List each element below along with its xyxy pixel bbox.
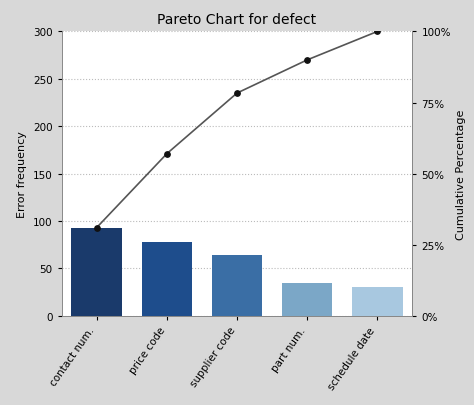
Y-axis label: Error frequency: Error frequency — [17, 131, 27, 217]
Y-axis label: Cumulative Percentage: Cumulative Percentage — [456, 109, 466, 239]
Point — [163, 151, 171, 158]
Bar — [352, 288, 402, 316]
Point — [93, 225, 100, 231]
Point — [303, 58, 311, 64]
Bar — [142, 242, 192, 316]
Bar — [212, 256, 262, 316]
Point — [233, 91, 241, 97]
Bar — [72, 228, 122, 316]
Title: Pareto Chart for defect: Pareto Chart for defect — [157, 13, 317, 27]
Point — [374, 29, 381, 36]
Bar — [282, 283, 332, 316]
